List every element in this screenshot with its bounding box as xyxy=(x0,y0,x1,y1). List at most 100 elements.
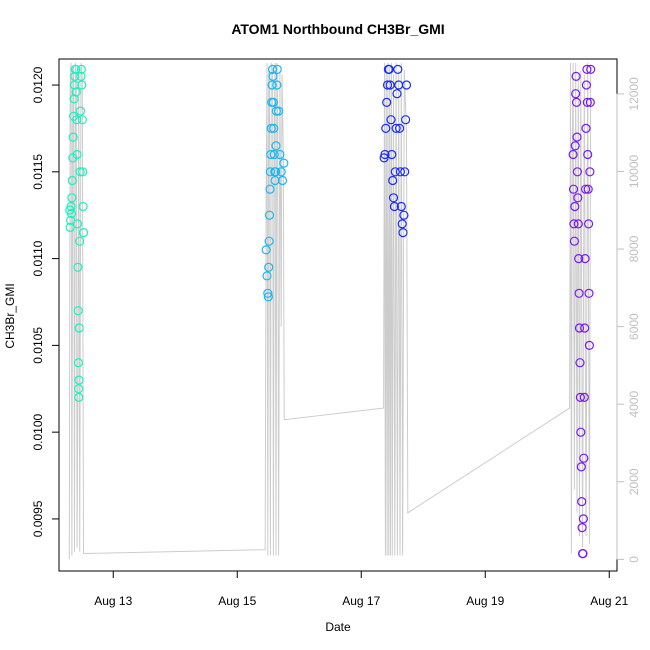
data-point xyxy=(571,97,582,108)
data-point xyxy=(399,210,409,220)
data-point xyxy=(576,462,586,472)
data-point xyxy=(75,167,85,177)
data-point xyxy=(67,193,77,203)
data-point xyxy=(583,149,593,160)
data-point xyxy=(264,236,274,246)
data-point xyxy=(76,71,86,82)
data-point xyxy=(584,288,594,298)
y-tick-label: 0.0095 xyxy=(31,500,45,537)
series-3 xyxy=(379,64,412,238)
data-point xyxy=(569,236,580,246)
data-point xyxy=(581,80,592,90)
data-point xyxy=(69,80,80,90)
data-point xyxy=(268,64,278,75)
data-point xyxy=(573,219,583,229)
x-tick-label: Aug 19 xyxy=(466,594,504,608)
data-point xyxy=(401,115,411,125)
data-point xyxy=(570,201,580,212)
y-tick-label: 0.0120 xyxy=(31,66,45,103)
data-point xyxy=(262,271,272,281)
data-point xyxy=(261,245,271,255)
data-point xyxy=(74,375,84,385)
data-point xyxy=(571,71,581,82)
data-point xyxy=(385,80,395,90)
data-point xyxy=(578,548,588,559)
data-point xyxy=(382,80,393,90)
data-point xyxy=(568,184,579,194)
data-point xyxy=(264,262,274,272)
data-point xyxy=(269,149,279,160)
plot-frame xyxy=(58,58,618,572)
data-point xyxy=(577,497,587,507)
data-point xyxy=(390,167,400,177)
data-point xyxy=(275,149,285,160)
x-tick-label: Aug 13 xyxy=(94,594,132,608)
data-point xyxy=(271,167,281,177)
data-point xyxy=(73,306,83,316)
data-point xyxy=(572,167,583,177)
data-point xyxy=(277,175,288,186)
x-tick-label: Aug 17 xyxy=(342,594,380,608)
data-point xyxy=(263,292,273,302)
y2-tick-label: 12000 xyxy=(627,77,641,111)
data-point xyxy=(575,392,586,402)
y-axis-label: CH3Br_GMI xyxy=(3,283,17,348)
data-point xyxy=(388,193,399,203)
data-point xyxy=(75,236,85,246)
y2-tick-label: 8000 xyxy=(627,235,641,262)
data-point xyxy=(586,64,596,75)
data-point xyxy=(582,97,592,108)
data-point xyxy=(401,80,412,90)
data-point xyxy=(585,97,595,108)
data-point xyxy=(78,167,88,177)
data-point xyxy=(266,123,276,133)
data-point xyxy=(72,149,82,160)
data-point xyxy=(575,358,585,368)
data-point xyxy=(67,175,77,186)
data-point xyxy=(77,115,87,125)
data-point xyxy=(580,254,590,264)
data-point xyxy=(572,132,582,142)
x-tick-label: Aug 21 xyxy=(590,594,628,608)
data-point xyxy=(265,184,275,194)
data-point xyxy=(379,153,389,163)
data-point xyxy=(78,201,88,212)
data-point xyxy=(398,228,408,238)
chart-title: ATOM1 Northbound CH3Br_GMI xyxy=(231,21,444,37)
data-point xyxy=(270,175,280,186)
data-point xyxy=(78,228,89,238)
data-point xyxy=(74,323,84,333)
y-tick-label: 0.0110 xyxy=(31,240,45,276)
data-point xyxy=(77,80,87,90)
data-point xyxy=(276,167,286,177)
data-point xyxy=(397,219,407,229)
y2-tick-label: 4000 xyxy=(627,391,641,418)
data-point xyxy=(263,288,273,298)
data-point xyxy=(75,106,86,116)
data-point xyxy=(576,427,586,437)
data-point xyxy=(69,94,79,104)
data-point xyxy=(389,201,399,212)
data-point xyxy=(391,123,401,133)
data-point xyxy=(569,219,579,229)
x-tick-label: Aug 15 xyxy=(218,594,256,608)
data-point xyxy=(268,71,278,82)
data-point xyxy=(71,64,81,75)
data-point xyxy=(568,149,578,160)
data-points-layer xyxy=(65,64,596,559)
data-point xyxy=(570,141,580,151)
data-point xyxy=(579,392,589,402)
data-point xyxy=(584,340,595,350)
series-2 xyxy=(261,64,289,302)
data-point xyxy=(577,522,587,533)
x-axis-label: Date xyxy=(325,620,351,634)
data-point xyxy=(578,514,589,524)
data-point xyxy=(381,123,391,133)
data-point xyxy=(274,106,284,116)
y-axis-right: 0 2000 4000 6000 8000 10000 12000 xyxy=(616,77,641,563)
data-point xyxy=(73,262,83,272)
data-point xyxy=(72,219,83,229)
data-point xyxy=(574,254,584,264)
y-axis-left: 0.0095 0.0100 0.0105 0.0110 0.0115 0.0120 xyxy=(31,66,60,537)
